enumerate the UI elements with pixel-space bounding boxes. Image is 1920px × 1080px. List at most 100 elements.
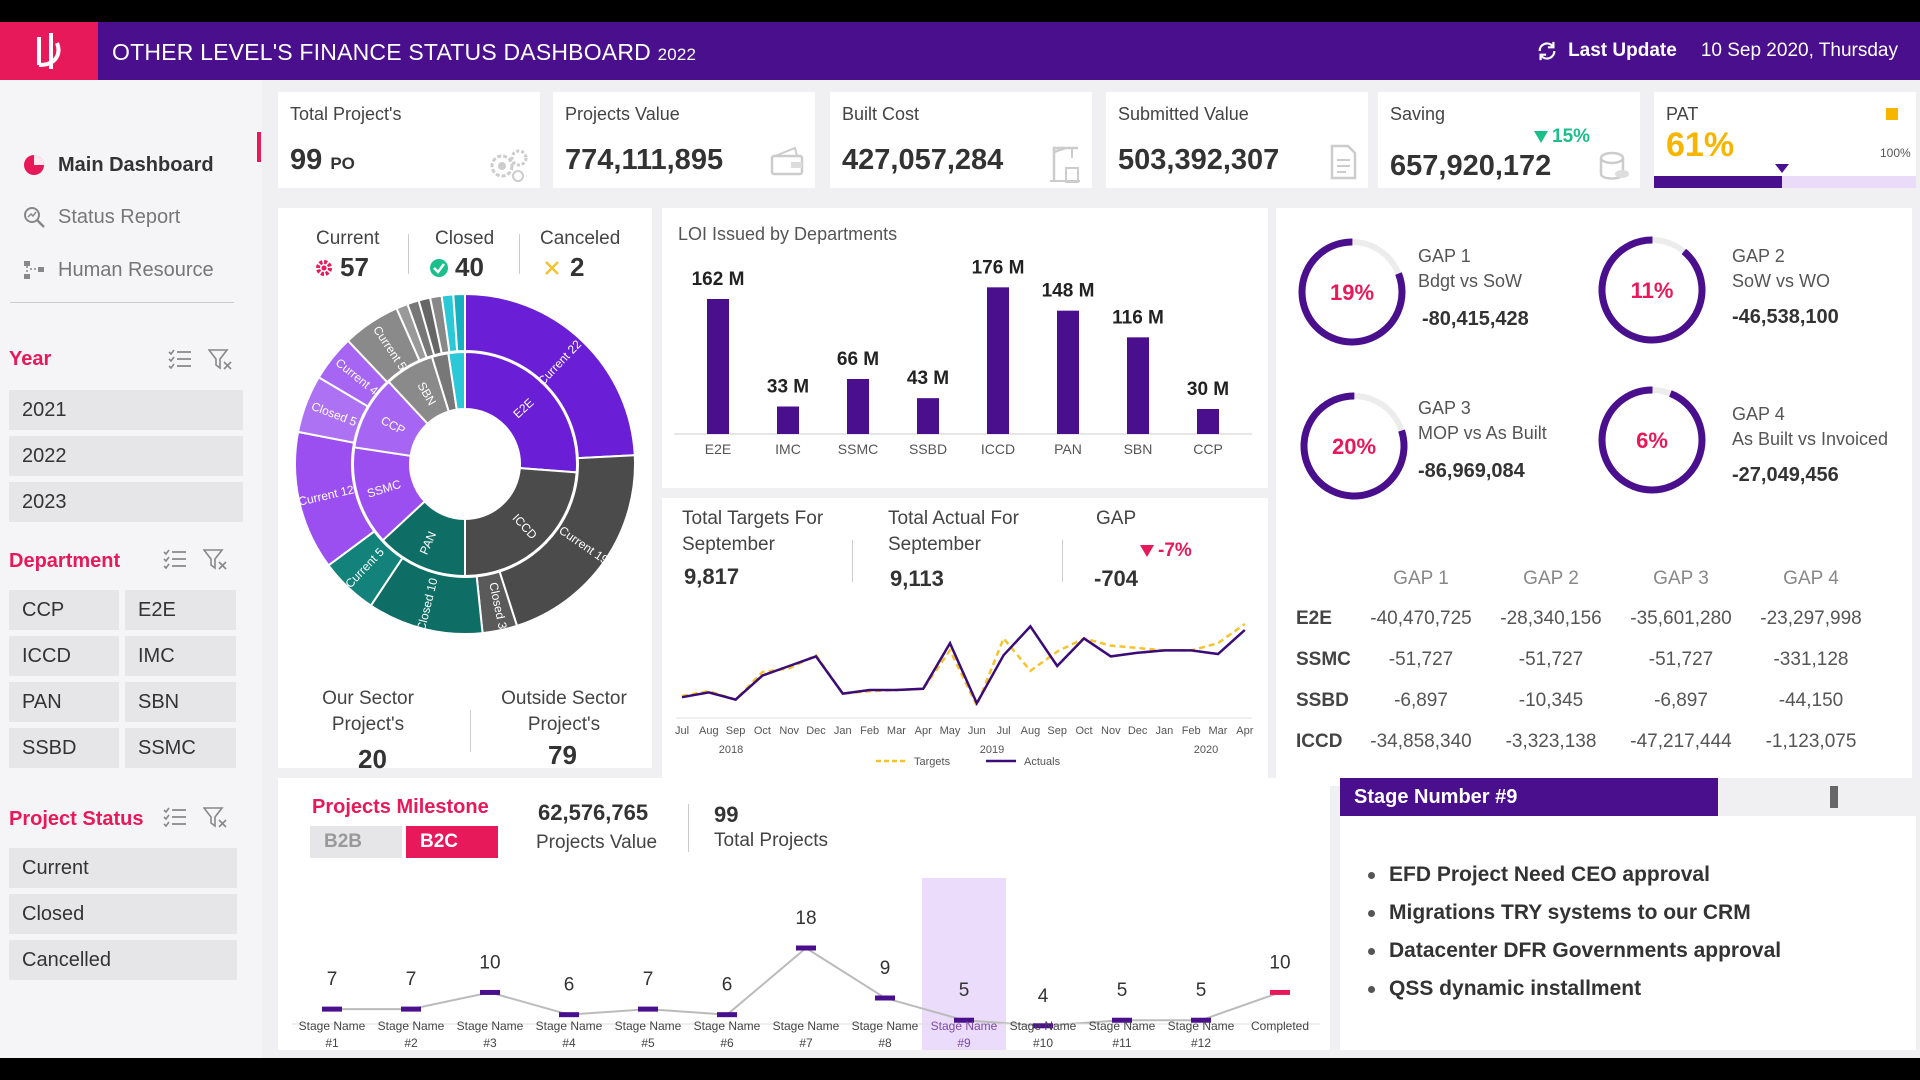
loi-chart-card: LOI Issued by Departments 162 M E2E 33 M IM… [662,208,1268,488]
refresh-icon[interactable] [1536,40,1558,62]
tab-b2b[interactable]: B2B [310,826,402,858]
dept-option-ccp[interactable]: CCP [9,590,119,630]
gap-table-header-cell: GAP 1 [1393,568,1449,589]
ring-pct-label: 19% [1330,280,1374,305]
table-cell: -28,340,156 [1500,607,1602,629]
clear-filter-icon[interactable] [208,348,232,370]
bar-sbn [1127,337,1149,434]
bar-value-label: 162 M [692,269,745,290]
year-option-2022[interactable]: 2022 [9,436,243,476]
status-option-cancelled[interactable]: Cancelled [9,940,237,980]
dept-option-pan[interactable]: PAN [9,682,119,722]
outside-sector-label: Outside Sector Project's [501,688,627,735]
dashboard-app: OTHER LEVEL'S FINANCE STATUS DASHBOARD 2… [0,22,1920,1058]
bullet-icon [1368,871,1375,879]
list-item: QSS dynamic installment [1368,970,1781,1008]
dept-option-e2e[interactable]: E2E [125,590,236,630]
month-label: Oct [1075,725,1092,737]
our-sector-count: 20 [358,744,387,774]
pat-value: 61% [1666,126,1735,164]
month-label: May [940,725,961,737]
stage-label: #6 [720,1036,734,1050]
close-icon [545,260,559,275]
table-cell: -23,297,998 [1760,607,1862,629]
month-label: Sep [1047,725,1067,737]
actual-label: Total Actual For September [888,508,1019,555]
month-label: Oct [754,725,771,737]
kpi-label: Built Cost [842,104,920,124]
dept-option-ssmc[interactable]: SSMC [125,728,236,768]
category-label: CCP [1193,441,1223,457]
dept-option-imc[interactable]: IMC [125,636,236,676]
multi-select-icon[interactable] [168,348,192,370]
table-cell: -6,897 [1654,689,1708,711]
clear-filter-icon[interactable] [203,548,227,570]
tab-b2c[interactable]: B2C [406,826,498,858]
gap1-subtitle: Bdgt vs SoW [1418,271,1523,291]
status-option-closed[interactable]: Closed [9,894,237,934]
actuals-line [681,624,1246,706]
month-label: Aug [699,725,719,737]
dept-option-iccd[interactable]: ICCD [9,636,119,676]
month-label: Mar [1209,725,1228,737]
multi-select-icon[interactable] [163,806,187,828]
gap-table-header-cell: GAP 3 [1653,568,1709,589]
stage-label: Stage Name [457,1019,524,1033]
last-update-date: 10 Sep 2020, Thursday [1700,40,1898,61]
stage-scroll-handle[interactable] [1830,786,1838,808]
kpi-value: 774,111,895 [565,144,724,176]
stage-label: Stage Name [1168,1019,1235,1033]
gap3-title: GAP 3 MOP vs As Built [1418,398,1547,443]
wallet-icon [770,146,804,176]
year-option-2023[interactable]: 2023 [9,482,243,522]
nav-status-report[interactable]: Status Report [22,202,180,232]
gap2-subtitle: SoW vs WO [1732,271,1830,291]
list-item: EFD Project Need CEO approval [1368,856,1781,894]
milestone-value-label: 10 [479,952,500,973]
month-label: Jun [968,725,986,737]
logo [0,22,98,80]
stage-scroll-area [1718,778,1916,816]
gap2-title: GAP 2 SoW vs WO [1732,246,1830,291]
milestone-marker [1270,989,1290,995]
nav-main-dashboard[interactable]: Main Dashboard [22,150,214,180]
gap-table-header-cell: GAP 4 [1783,568,1839,589]
gap3-ring: 20% [1300,392,1408,500]
table-cell: -10,345 [1518,689,1584,711]
dept-option-ssbd[interactable]: SSBD [9,728,119,768]
separator [470,710,471,752]
gap1-value: -80,415,428 [1422,308,1529,330]
year-option-2021[interactable]: 2021 [9,390,243,430]
month-label: Nov [1101,725,1121,737]
dept-option-sbn[interactable]: SBN [125,682,236,722]
month-label: Jul [997,725,1011,737]
kpi-label: Projects Value [565,104,680,124]
list-item: Datacenter DFR Governments approval [1368,932,1781,970]
status-option-current[interactable]: Current [9,848,237,888]
nav-human-resource[interactable]: Human Resource [22,255,214,285]
clear-filter-icon[interactable] [203,806,227,828]
kpi-total-projects: Total Project's 99 PO [278,92,540,188]
closed-count: 40 [429,252,484,283]
stage-label: Stage Name [615,1019,682,1033]
milestone-value-label: 10 [1269,952,1290,973]
bullet-icon [1368,947,1375,955]
closed-label: Closed [435,228,495,249]
milestone-marker [954,1017,974,1023]
category-label: SBN [1124,441,1153,457]
kpi-saving: Saving 15% 657,920,172 [1378,92,1640,188]
current-count: 57 [314,252,369,283]
multi-select-icon[interactable] [163,548,187,570]
stage-label: #5 [641,1036,655,1050]
table-cell: -34,858,340 [1370,730,1472,752]
list-item: Migrations TRY systems to our CRM [1368,894,1781,932]
gap1-title: GAP 1 Bdgt vs SoW [1418,246,1523,291]
bar-pan [1057,310,1079,434]
canceled-label: Canceled [540,228,621,249]
loi-chart-title: LOI Issued by Departments [678,224,898,244]
milestone-value-label: 5 [1196,980,1207,1001]
month-label: Jul [675,725,689,737]
current-label: Current [316,228,380,249]
header-bar: OTHER LEVEL'S FINANCE STATUS DASHBOARD 2… [0,22,1920,80]
legend-actuals-label: Actuals [1024,756,1061,768]
